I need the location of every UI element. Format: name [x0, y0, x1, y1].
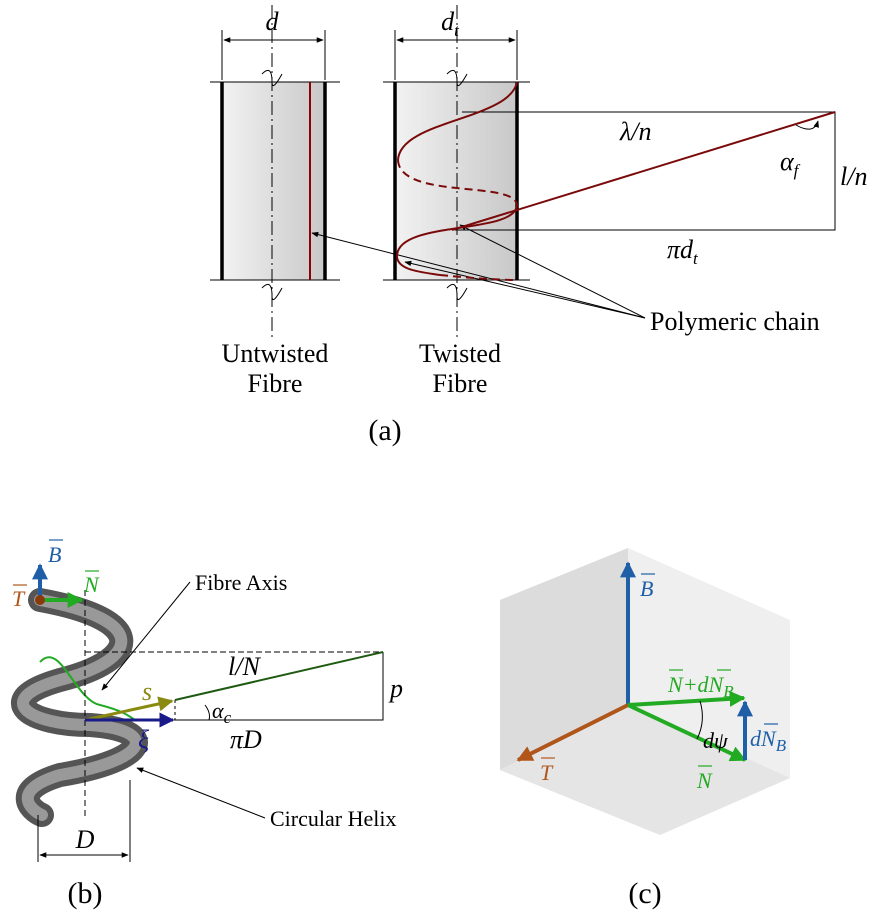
- vector-label: T: [12, 586, 26, 611]
- text-part: d: [441, 7, 455, 36]
- circumference-label: πD: [230, 725, 262, 754]
- vector-label: B: [640, 576, 653, 601]
- pitch-label: p: [388, 674, 403, 703]
- text-part: α: [212, 698, 224, 723]
- text-part: πd: [667, 235, 694, 264]
- arc-label: s: [142, 677, 152, 706]
- panel-a: d dt λ/n αf l/n πdt Polymeric chain Untw…: [210, 5, 867, 447]
- angle-label: αf: [780, 147, 801, 180]
- coordinate-label: ξ: [138, 725, 150, 754]
- text-part: f: [794, 161, 801, 180]
- text-part: N: [667, 672, 684, 697]
- text-part: B: [723, 682, 734, 701]
- fibre-label: Fibre: [248, 369, 303, 398]
- angle-label: dψ: [703, 728, 728, 753]
- length-label: λ/n: [619, 117, 651, 146]
- text-part: t: [454, 21, 460, 40]
- pitch-label: l/n: [840, 162, 867, 191]
- caption: (c): [628, 877, 661, 910]
- diameter-label: D: [75, 825, 95, 854]
- text-part: t: [693, 249, 699, 268]
- panel-c: B N+dNB dψ dNB T N (c): [500, 548, 790, 910]
- vector-label: B: [48, 542, 61, 567]
- text-part: +d: [683, 672, 710, 697]
- angle-label: αc: [212, 698, 232, 727]
- pointer-label: Fibre Axis: [195, 570, 287, 595]
- fibre-label: Untwisted: [222, 339, 329, 368]
- width-label: d: [266, 7, 280, 36]
- text-part: N: [708, 672, 725, 697]
- circumference-label: πdt: [667, 235, 699, 268]
- caption: (b): [68, 877, 103, 910]
- pointer-label: Polymeric chain: [650, 307, 820, 336]
- panel-b: B N T Fibre Axis l/N p s αc ξ πD Circula…: [12, 540, 403, 910]
- vector-label: N: [83, 572, 100, 597]
- fibre-label: Twisted: [419, 339, 501, 368]
- figure: d dt λ/n αf l/n πdt Polymeric chain Untw…: [0, 0, 873, 919]
- pointer-label: Circular Helix: [270, 806, 396, 831]
- length-label: l/N: [228, 652, 261, 681]
- fibre-label: Fibre: [433, 369, 488, 398]
- vector-label: T: [540, 760, 554, 785]
- text-part: B: [776, 736, 787, 755]
- vector-label: N: [696, 768, 713, 793]
- caption: (a): [368, 414, 401, 447]
- text-part: N: [760, 726, 777, 751]
